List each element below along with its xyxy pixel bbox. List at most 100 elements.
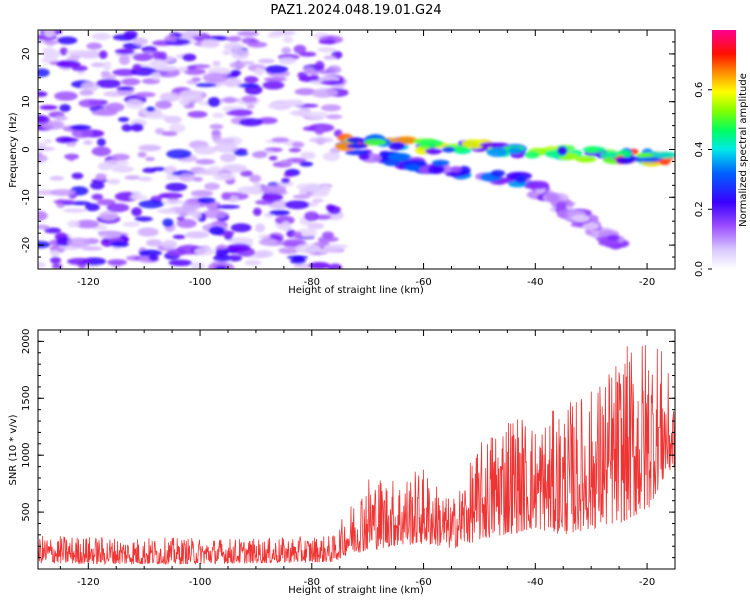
heatmap-cell xyxy=(103,159,129,167)
heatmap-cell xyxy=(638,157,661,163)
heatmap-cell xyxy=(223,42,244,51)
heatmap-cell xyxy=(102,60,112,71)
heatmap-cell xyxy=(165,182,188,192)
heatmap-cell xyxy=(253,182,262,192)
heatmap-cell xyxy=(138,249,163,257)
heatmap-cell xyxy=(59,104,71,112)
heatmap-cell xyxy=(79,89,94,96)
heatmap-cell xyxy=(586,146,597,154)
heatmap-cell xyxy=(146,113,168,120)
heatmap-cell xyxy=(70,124,92,131)
heatmap-cell xyxy=(114,48,135,55)
heatmap-cell xyxy=(271,137,290,143)
heatmap-cell xyxy=(299,161,314,167)
heatmap-cell xyxy=(320,104,342,112)
heatmap-cell xyxy=(239,118,264,127)
heatmap-cell xyxy=(267,32,282,39)
heatmap-cell xyxy=(161,208,176,214)
heatmap-cell xyxy=(262,80,285,90)
heatmap-cell xyxy=(83,140,93,145)
heatmap-cell xyxy=(202,72,228,83)
heatmap-cell xyxy=(227,243,251,252)
heatmap-cell xyxy=(67,220,80,228)
heatmap-cell xyxy=(395,136,418,145)
heatmap-cell xyxy=(299,186,308,197)
heatmap-cell xyxy=(91,193,104,201)
heatmap-cell xyxy=(177,66,188,73)
heatmap-cell xyxy=(71,172,84,180)
heatmap-cell xyxy=(479,142,501,148)
heatmap-cell xyxy=(490,169,506,177)
heatmap-cell xyxy=(307,222,325,230)
snr-frame xyxy=(37,329,676,570)
heatmap-cell xyxy=(274,215,295,225)
heatmap-cell xyxy=(123,30,138,40)
x-tick-label: -20 xyxy=(639,577,655,588)
heatmap-cell xyxy=(557,145,568,156)
colorbar-tick-label: 0.2 xyxy=(694,201,705,217)
heatmap-cell xyxy=(190,261,206,269)
heatmap-cell xyxy=(318,237,330,244)
heatmap-cell xyxy=(66,49,91,55)
heatmap-cell xyxy=(155,100,173,110)
heatmap-cell xyxy=(219,153,237,163)
y-tick-label: 10 xyxy=(21,95,32,108)
heatmap-cell xyxy=(325,204,336,211)
x-tick-label: -80 xyxy=(304,277,320,288)
heatmap-cell xyxy=(132,37,148,46)
heatmap-cell xyxy=(450,166,463,173)
heatmap-cell xyxy=(43,30,55,38)
heatmap-cell xyxy=(57,36,78,45)
heatmap-cell xyxy=(345,149,369,156)
heatmap-cell xyxy=(131,207,142,217)
heatmap-cell xyxy=(293,263,314,269)
figure-title: PAZ1.2024.048.19.01.G24 xyxy=(270,3,441,18)
heatmap-cell xyxy=(225,110,246,116)
heatmap-cell xyxy=(53,199,76,204)
heatmap-cell xyxy=(304,69,319,75)
heatmap-cell xyxy=(54,115,68,121)
snr-panel: -120 -100 -80 -60 -40 -20 500 1000 1500 2000 Heig… xyxy=(8,329,676,596)
heatmap-cell xyxy=(425,148,442,155)
heatmap-cell xyxy=(304,211,320,222)
heatmap-cell xyxy=(255,223,266,233)
heatmap-cell xyxy=(258,58,275,64)
heatmap-cell xyxy=(91,62,105,68)
heatmap-cell xyxy=(333,84,345,89)
heatmap-cell xyxy=(298,51,317,57)
heatmap-cell xyxy=(130,123,144,132)
heatmap-cell xyxy=(293,44,307,54)
y-tick-label: 500 xyxy=(21,503,32,522)
heatmap-cell xyxy=(240,170,253,177)
heatmap-cell xyxy=(162,199,185,205)
heatmap-cell xyxy=(50,249,61,257)
heatmap-cell xyxy=(208,165,222,173)
heatmap-cell xyxy=(38,91,48,97)
heatmap-cell xyxy=(56,60,81,69)
heatmap-blobs xyxy=(38,30,675,269)
heatmap-cell xyxy=(221,192,232,201)
heatmap-cell xyxy=(284,200,310,210)
heatmap-cell xyxy=(308,136,334,144)
heatmap-cell xyxy=(38,224,50,230)
heatmap-cell xyxy=(131,191,142,199)
heatmap-cell xyxy=(178,173,196,182)
x-tick-label: -100 xyxy=(189,577,212,588)
heatmap-cell xyxy=(95,173,107,181)
heatmap-cell xyxy=(74,219,100,229)
heatmap-cell xyxy=(346,137,364,143)
y-tick-label: -20 xyxy=(21,237,32,253)
heatmap-cell xyxy=(233,151,249,156)
heatmap-cell xyxy=(107,259,127,266)
heatmap-cell xyxy=(96,78,121,89)
heatmap-cell xyxy=(305,184,323,193)
heatmap-cell xyxy=(300,151,316,160)
heatmap-cell xyxy=(278,57,297,65)
heatmap-cell xyxy=(145,106,156,112)
heatmap-cell xyxy=(282,100,305,107)
spectrogram-xlabel: Height of straight line (km) xyxy=(288,285,424,296)
heatmap-cell xyxy=(121,78,141,86)
heatmap-cell xyxy=(116,86,135,91)
heatmap-cell xyxy=(254,67,265,76)
heatmap-cell xyxy=(187,110,208,118)
